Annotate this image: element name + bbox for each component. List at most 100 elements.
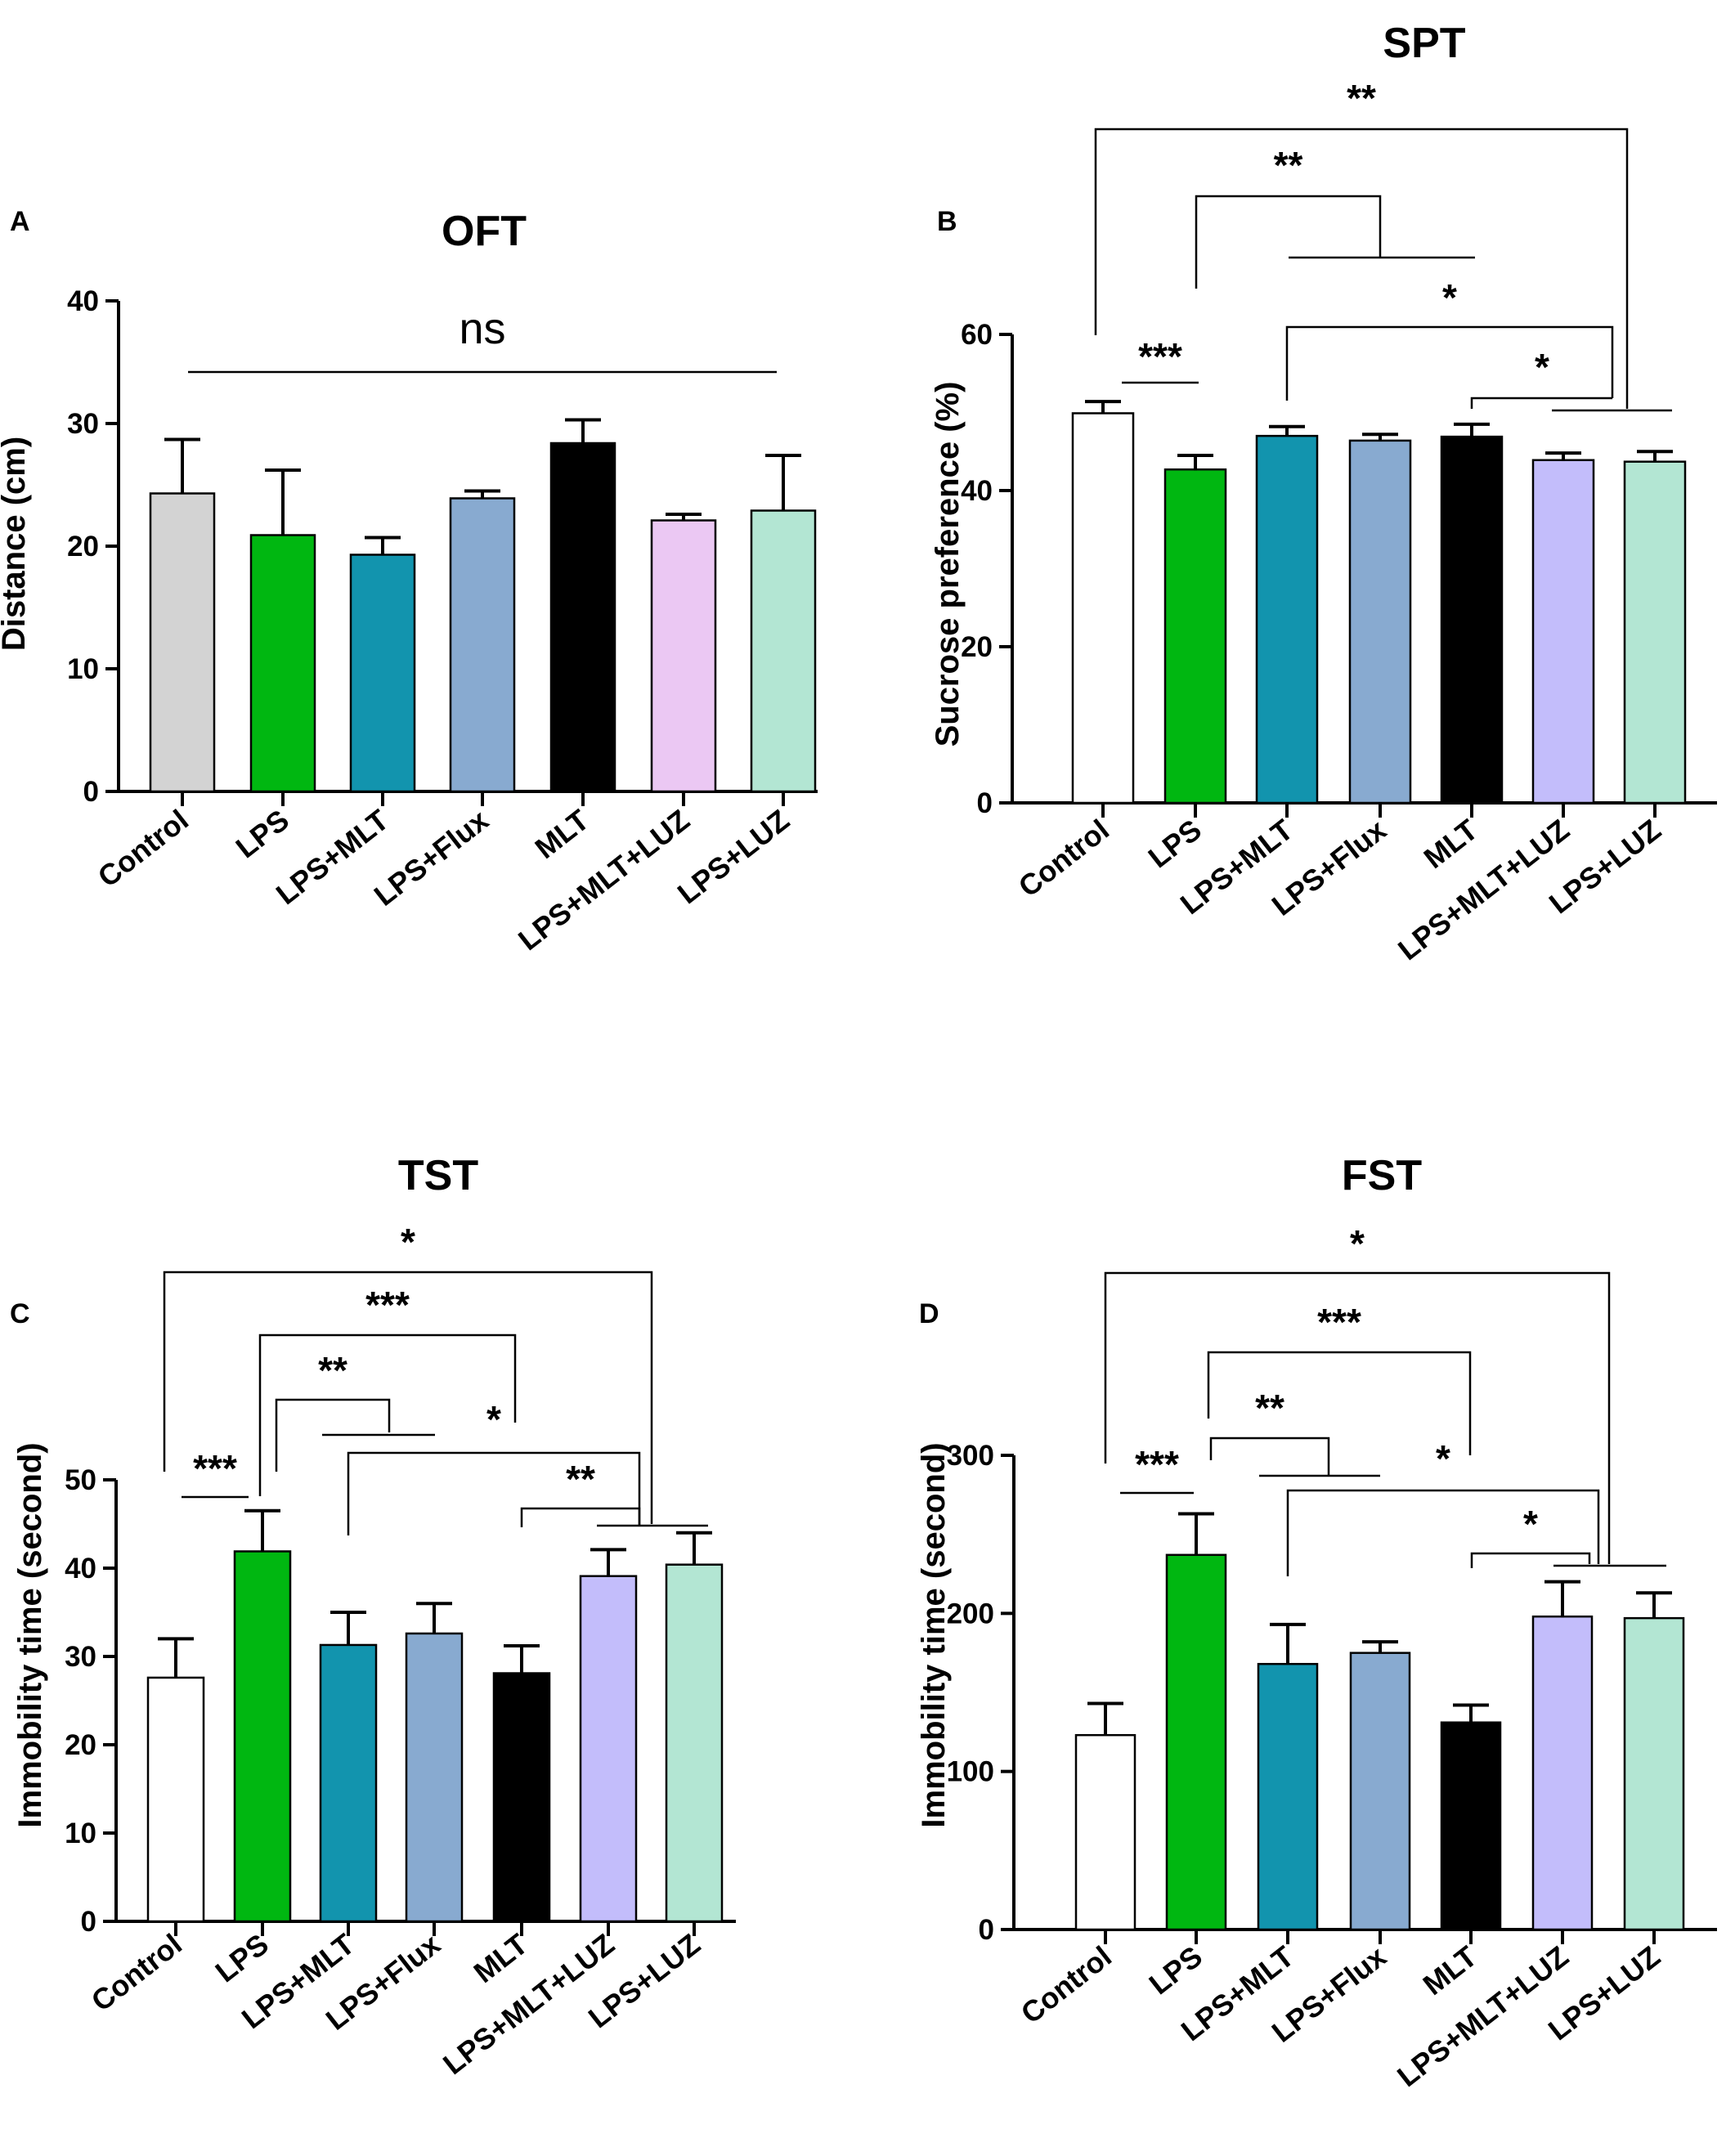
bar-lps-mlt-luz	[650, 519, 717, 793]
y-tick-label: 20	[65, 1729, 96, 1761]
bar-lps-mlt	[1255, 434, 1319, 805]
x-tick-label: MLT	[1418, 813, 1484, 875]
bar-lps-mlt-luz	[579, 1575, 638, 1923]
y-tick-label: 20	[961, 631, 993, 663]
significance-label: **	[1347, 77, 1376, 119]
y-tick-label: 200	[947, 1598, 994, 1629]
y-axis-label: Distance (cm)	[0, 437, 32, 651]
significance-label: ***	[1317, 1301, 1361, 1343]
x-tick-label: Control	[92, 803, 195, 894]
bar-lps-flux	[1348, 439, 1412, 805]
significance-label: *	[1350, 1222, 1365, 1265]
bar-lps	[249, 534, 316, 793]
y-tick-label: 10	[67, 653, 99, 685]
chart-title: SPT	[1383, 20, 1465, 67]
y-axis-label: Immobility time (second)	[12, 1442, 48, 1827]
panel-letter: D	[919, 1298, 939, 1329]
panel-c: C TST Immobility time (second) 0 10 20 30 40 50 C…	[10, 1152, 736, 2081]
y-axis-label: Sucrose preference (%)	[930, 382, 966, 747]
bar-lps-luz	[665, 1563, 724, 1923]
y-tick-label: 100	[947, 1756, 994, 1788]
y-tick-label: 50	[65, 1464, 96, 1496]
y-tick-label: 30	[65, 1641, 96, 1673]
x-tick-label: Control	[1012, 813, 1115, 903]
bar-mlt	[492, 1672, 551, 1923]
bar-lps-mlt	[319, 1643, 378, 1923]
significance-bracket	[1207, 1351, 1472, 1455]
y-tick-label: 10	[65, 1818, 96, 1849]
significance-label: **	[566, 1458, 595, 1500]
chart-title: FST	[1342, 1152, 1422, 1199]
bar-lps-flux	[1349, 1652, 1411, 1931]
bar-lps-luz	[750, 509, 817, 793]
bar-lps	[1163, 468, 1227, 805]
bar-control	[149, 492, 216, 793]
x-tick-label: Control	[85, 1927, 188, 2018]
significance-bracket	[1286, 1489, 1600, 1576]
significance-bracket	[1470, 397, 1612, 409]
bar-lps	[1165, 1553, 1227, 1931]
panel-letter: C	[10, 1298, 30, 1329]
x-tick-label: LPS+MLT+LUZ	[512, 803, 696, 957]
significance-label: **	[1274, 144, 1303, 186]
bar-lps-flux	[449, 497, 516, 793]
significance-bracket	[1104, 1271, 1611, 1564]
x-tick-label: LPS	[209, 1927, 275, 1988]
y-tick-label: 40	[67, 285, 99, 317]
y-tick-label: 0	[81, 1906, 96, 1938]
y-tick-label: 300	[947, 1440, 994, 1472]
y-tick-label: 0	[977, 787, 993, 819]
significance-bracket	[163, 1271, 653, 1524]
significance-label: *	[486, 1398, 501, 1441]
bar-control	[1074, 1733, 1136, 1931]
significance-label: **	[318, 1349, 347, 1392]
significance-label: *	[1535, 346, 1549, 388]
x-tick-label: LPS	[1143, 1939, 1208, 2001]
y-tick-label: 20	[67, 531, 99, 563]
y-tick-label: 30	[67, 408, 99, 440]
significance-bracket	[520, 1507, 641, 1527]
panel-letter: B	[937, 206, 957, 237]
bar-lps	[233, 1550, 292, 1923]
x-tick-label: MLT	[1417, 1939, 1483, 2001]
x-tick-label: LPS	[230, 803, 295, 864]
x-tick-label: MLT	[468, 1927, 534, 1989]
significance-bracket	[275, 1398, 391, 1472]
significance-label: *	[1442, 276, 1457, 319]
bar-mlt	[549, 442, 616, 793]
x-tick-label: Control	[1015, 1939, 1118, 2030]
x-tick-label: LPS+LUZ	[671, 803, 796, 910]
significance-label: *	[1436, 1437, 1450, 1480]
y-tick-label: 60	[961, 319, 993, 351]
significance-bracket	[1209, 1437, 1330, 1476]
chart-title: TST	[398, 1152, 478, 1199]
significance-label: **	[1255, 1387, 1284, 1429]
significance-label: *	[1523, 1503, 1538, 1545]
x-tick-label: MLT	[529, 803, 595, 865]
bar-mlt	[1440, 435, 1504, 805]
significance-bracket	[1470, 1552, 1591, 1568]
bar-lps-mlt-luz	[1531, 1615, 1594, 1931]
significance-bracket	[1195, 195, 1382, 289]
bar-control	[146, 1676, 205, 1923]
y-tick-label: 40	[961, 475, 993, 507]
y-tick-label: 40	[65, 1553, 96, 1585]
significance-label: *	[401, 1221, 415, 1263]
y-tick-label: 0	[979, 1914, 994, 1946]
significance-bracket	[1094, 128, 1629, 409]
panel-letter: A	[10, 206, 30, 237]
significance-label: ***	[365, 1284, 410, 1326]
significance-bracket	[347, 1451, 641, 1535]
panel-b: B SPT Sucrose preference (%) 0 20 40 60 Control…	[930, 20, 1717, 966]
panel-a: A OFT Distance (cm) 0 10 20 30 40 Control LPS LPS+…	[0, 206, 818, 957]
chart-title: OFT	[442, 208, 527, 255]
significance-bracket	[258, 1333, 517, 1496]
panel-d: D FST Immobility time (second) 0 100 200 300 Co…	[916, 1152, 1717, 2093]
y-tick-label: 0	[83, 776, 99, 808]
bar-lps-luz	[1623, 460, 1687, 805]
significance-label: ***	[1135, 1443, 1179, 1486]
bar-mlt	[1440, 1721, 1502, 1931]
significance-label: ***	[1138, 335, 1182, 378]
x-tick-label: LPS	[1142, 813, 1208, 874]
